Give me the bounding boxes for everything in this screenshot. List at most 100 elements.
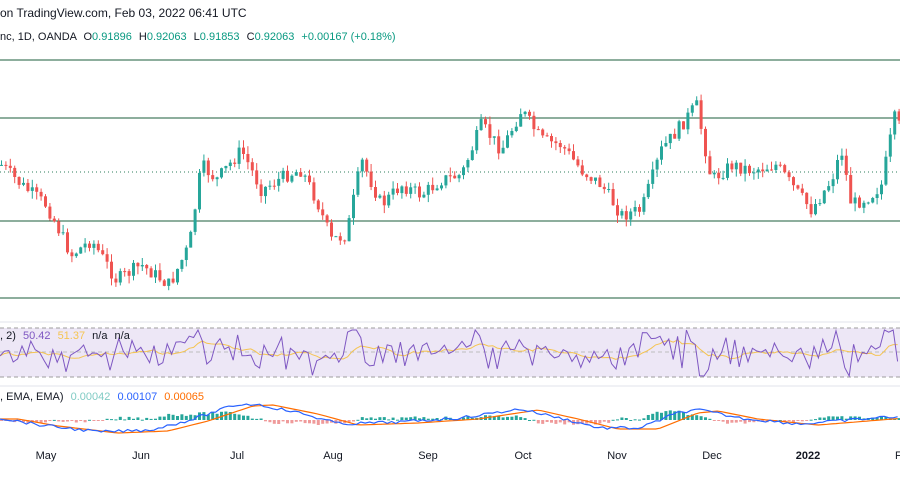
candlestick-series [0,94,900,291]
macd-hist-bar [149,418,153,420]
open-value: 0.91896 [92,31,132,43]
macd-hist-bar [844,418,848,420]
candle-body [602,186,606,190]
candle-body [387,194,391,206]
rsi-ma-value: 51.37 [57,330,86,342]
candle-body [853,197,857,204]
candle-body [893,111,897,135]
macd-hist-bar [734,420,738,423]
candle-body [673,133,677,139]
macd-hist-bar [123,419,127,421]
rsi-ma-line [0,339,898,360]
candle-body [668,133,672,144]
candle-body [453,175,457,179]
macd-hist-bar [550,420,553,423]
macd-title[interactable]: , EMA, EMA) [0,391,64,403]
candle-body [39,191,43,197]
macd-hist-bar [611,419,615,421]
macd-hist-bar [299,420,303,422]
candle-body [756,169,760,173]
macd-hist-bar [162,416,166,420]
macd-hist-bar [294,420,298,422]
macd-hist-bar [325,420,329,424]
macd-hist-bar [360,417,364,420]
macd-hist-bar [387,419,391,421]
macd-hist-bar [356,419,360,421]
macd-hist-bar [567,420,571,423]
x-label-dec: Dec [702,450,722,462]
macd-hist-bar [435,418,439,420]
rsi-na-2: n/a [114,330,130,342]
candle-body [338,236,342,241]
candle-body [638,207,641,212]
macd-hist-bar [352,420,355,422]
candle-body [770,169,773,171]
candle-body [739,162,743,174]
candle-body [431,184,435,191]
macd-hist-bar [83,420,87,423]
macd-line [0,403,898,433]
candle-body [466,160,470,168]
candle-body [629,211,633,220]
macd-pane[interactable] [0,403,900,434]
candle-body [101,250,105,255]
x-label-sep: Sep [418,450,438,462]
candle-body [303,175,307,177]
candle-body [105,254,109,262]
published-caption: on TradingView.com, Feb 03, 2022 06:41 U… [0,6,247,20]
x-label-feb: F [895,450,900,462]
candle-body [580,165,584,175]
symbol-legend[interactable]: nc, 1D, OANDA O0.91896 H0.92063 L0.91853… [0,31,396,43]
candle-body [154,270,157,278]
candle-body [237,147,241,164]
macd-legend[interactable]: , EMA, EMA) 0.00042 0.00107 0.00065 [0,391,204,403]
candle-body [264,186,267,197]
candle-body [792,177,795,186]
candle-body [831,179,835,187]
candle-body [708,156,712,175]
macd-hist-bar [22,420,25,423]
macd-hist-bar [501,417,505,420]
macd-hist-bar [167,413,171,420]
price-pane[interactable] [0,59,900,299]
candle-body [871,198,875,203]
macd-hist-bar [180,414,184,420]
candle-body [836,160,839,180]
macd-hist-bar [884,416,888,420]
macd-hist-bar [206,414,210,420]
macd-hist-bar [748,420,751,423]
x-label-may: May [36,450,57,462]
rsi-title[interactable]: , 2) [0,330,16,342]
candle-body [717,172,721,179]
symbol-title[interactable]: nc, 1D, OANDA [0,31,77,43]
candle-body [818,203,822,205]
candle-body [215,177,219,180]
candle-body [809,204,813,215]
candle-body [233,162,237,164]
candle-body [149,268,153,278]
macd-hist-bar [646,415,650,420]
candle-body [343,240,347,242]
candle-body [334,236,338,238]
candle-body [576,159,580,166]
candle-body [594,177,597,181]
macd-hist-bar [418,418,421,420]
macd-hist-bar [624,418,628,420]
rsi-legend[interactable]: , 2) 50.42 51.37 n/a n/a [0,330,130,342]
candle-body [651,169,655,184]
time-axis[interactable]: May Jun Jul Aug Sep Oct Nov Dec 2022 F [36,450,900,462]
macd-hist-bar [79,420,83,421]
candle-body [743,165,747,174]
macd-signal-line [0,404,898,434]
candle-body [136,262,140,267]
macd-hist-bar [184,415,188,420]
candle-body [814,204,817,215]
candle-body [611,189,615,206]
candle-body [26,182,30,191]
macd-hist-bar [655,411,659,420]
macd-hist-bar [154,418,157,420]
rsi-pane[interactable] [0,327,900,378]
candle-body [497,136,501,154]
open-label: O [83,31,93,43]
